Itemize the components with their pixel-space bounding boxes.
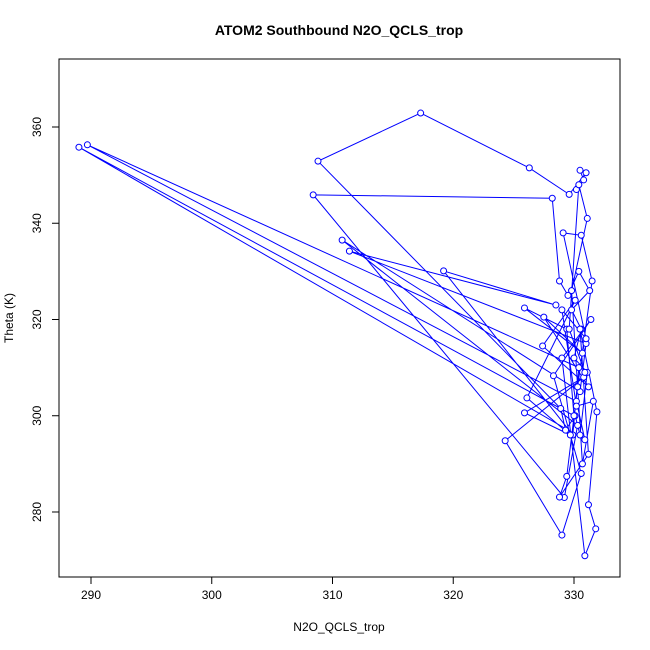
data-point <box>417 109 425 117</box>
data-point <box>556 277 564 285</box>
data-point <box>575 267 583 275</box>
data-point <box>525 164 533 172</box>
data-point <box>556 493 564 501</box>
data-point <box>577 231 585 239</box>
data-point <box>582 335 590 343</box>
y-axis-label: Theta (K) <box>2 293 16 343</box>
y-tick-label: 280 <box>30 502 44 522</box>
data-point <box>589 397 597 405</box>
data-point <box>75 143 83 151</box>
data-point <box>440 267 448 275</box>
data-point <box>581 368 589 376</box>
data-point <box>565 325 573 333</box>
data-point <box>584 501 592 509</box>
data-point <box>558 306 566 314</box>
data-point <box>564 291 572 299</box>
data-point <box>520 409 528 417</box>
data-point <box>583 214 591 222</box>
data-point <box>540 313 548 321</box>
data-point <box>549 372 557 380</box>
data-point <box>578 349 586 357</box>
data-point <box>575 364 583 372</box>
data-point <box>584 383 592 391</box>
data-point <box>581 436 589 444</box>
data-point <box>314 157 322 165</box>
data-point <box>568 287 576 295</box>
y-tick-label: 320 <box>30 309 44 329</box>
data-point <box>586 287 594 295</box>
data-point <box>552 301 560 309</box>
x-tick-label: 310 <box>322 588 342 602</box>
data-point <box>568 306 576 314</box>
data-line <box>78 112 598 556</box>
x-tick-label: 330 <box>564 588 584 602</box>
data-point <box>523 394 531 402</box>
data-point <box>520 304 528 312</box>
data-point <box>581 552 589 560</box>
data-point <box>571 296 579 304</box>
data-point <box>576 431 584 439</box>
data-point <box>570 354 578 362</box>
data-point <box>501 437 509 445</box>
data-point <box>587 315 595 323</box>
data-point <box>557 405 565 413</box>
y-tick-label: 360 <box>30 117 44 137</box>
data-point <box>582 169 590 177</box>
data-point <box>558 531 566 539</box>
data-point <box>558 354 566 362</box>
data-point <box>572 402 580 410</box>
data-point <box>565 190 573 198</box>
data-point <box>577 469 585 477</box>
y-tick-label: 340 <box>30 213 44 233</box>
data-point <box>592 525 600 533</box>
data-point <box>338 236 346 244</box>
y-tick-label: 300 <box>30 405 44 425</box>
chart-title: ATOM2 Southbound N2O_QCLS_trop <box>215 22 463 38</box>
data-point <box>574 383 582 391</box>
data-point <box>576 325 584 333</box>
data-point <box>580 176 588 184</box>
data-point <box>562 426 570 434</box>
data-point <box>570 412 578 420</box>
data-point <box>548 194 556 202</box>
x-tick-label: 320 <box>443 588 463 602</box>
data-point <box>345 247 353 255</box>
data-point <box>584 450 592 458</box>
data-point <box>575 181 583 189</box>
x-tick-label: 300 <box>202 588 222 602</box>
data-point <box>559 229 567 237</box>
data-point <box>576 166 584 174</box>
x-tick-label: 290 <box>81 588 101 602</box>
plot-frame <box>58 58 621 578</box>
data-point <box>309 191 317 199</box>
data-point <box>563 472 571 480</box>
data-point <box>574 421 582 429</box>
data-point <box>83 141 91 149</box>
data-point <box>593 408 601 416</box>
data-point <box>539 342 547 350</box>
data-point <box>566 431 574 439</box>
x-axis-label: N2O_QCLS_trop <box>293 620 385 634</box>
data-point <box>578 460 586 468</box>
data-point <box>588 277 596 285</box>
